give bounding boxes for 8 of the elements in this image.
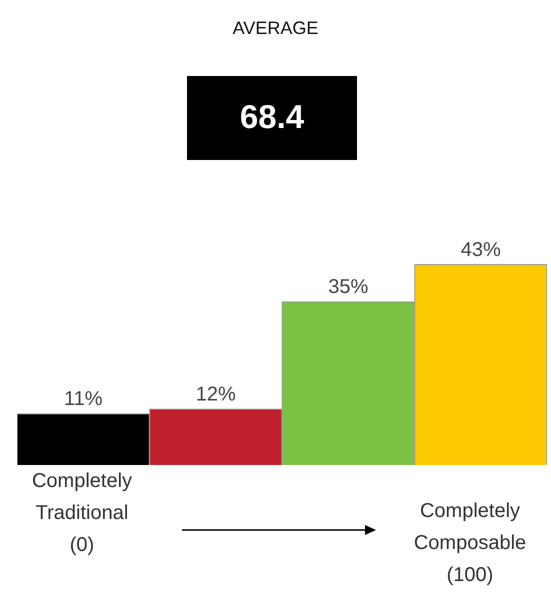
data-label: 43% [460, 238, 501, 261]
data-label: 11% [64, 388, 103, 410]
text: Completely Composable (100) [412, 499, 528, 588]
data-label: 35% [328, 276, 368, 298]
text: AVERAGE [232, 18, 320, 39]
data-label: 12% [196, 384, 236, 406]
text: Completely Traditional (0) [30, 469, 134, 558]
text: 68.4 [238, 98, 306, 136]
